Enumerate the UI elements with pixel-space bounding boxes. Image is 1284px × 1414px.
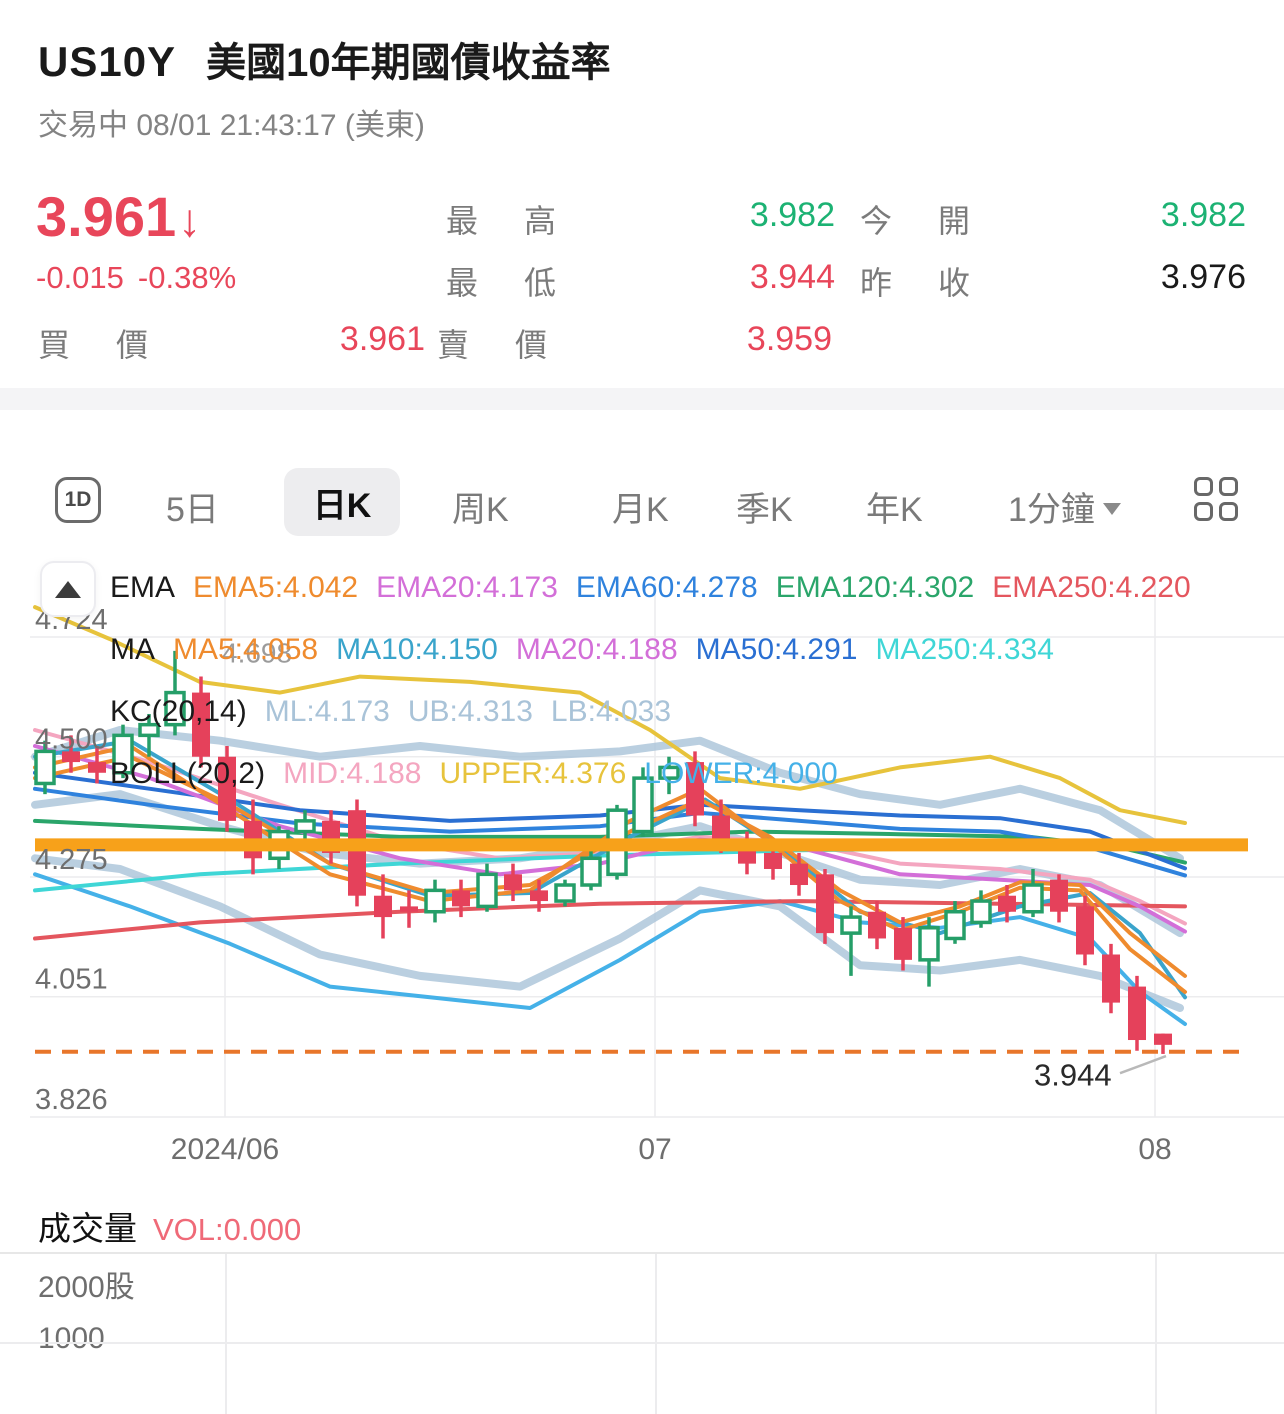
legend-item: MA20:4.188	[515, 633, 678, 666]
tab-monthly-k[interactable]: 月K	[612, 491, 669, 529]
trading-status: 交易中 08/01 21:43:17 (美東)	[38, 109, 425, 142]
legend-item: MA250:4.334	[875, 633, 1054, 666]
legend-item: LOWER:4.000	[644, 757, 838, 790]
svg-text:4.500: 4.500	[35, 724, 108, 756]
legend-item: EMA120:4.302	[775, 571, 975, 604]
legend-item: LB:4.033	[550, 695, 672, 728]
legend-item: MA50:4.291	[695, 633, 858, 666]
stat-value: 3.959	[746, 320, 832, 358]
tab-yearly-k[interactable]: 年K	[866, 491, 923, 529]
tab-daily-k[interactable]: 日K	[284, 468, 400, 536]
legend-item: MA5:4.058	[173, 633, 319, 666]
tab-5d[interactable]: 5日	[166, 491, 219, 529]
interval-label: 1分鐘	[1008, 491, 1095, 529]
svg-text:3.826: 3.826	[35, 1084, 108, 1116]
stat-value: 3.982	[1160, 196, 1246, 234]
grid-square	[1219, 502, 1238, 521]
stat-label: 昨收	[860, 265, 1017, 301]
change-percent: -0.38%	[137, 260, 237, 295]
grid-square	[1194, 477, 1213, 496]
last-price: 3.961↓	[36, 184, 201, 249]
legend-item: UB:4.313	[407, 695, 533, 728]
legend-item: UPPER:4.376	[439, 757, 627, 790]
interval-dropdown[interactable]: 1分鐘	[1008, 482, 1121, 531]
last-price-value: 3.961	[36, 185, 177, 248]
volume-title: 成交量	[38, 1210, 137, 1247]
grid-square	[1194, 502, 1213, 521]
stat-value: 3.976	[1160, 258, 1246, 296]
grid-square	[1219, 477, 1238, 496]
legend-item: MA10:4.150	[336, 633, 498, 666]
collapse-indicators-button[interactable]	[40, 561, 96, 617]
volume-header: 成交量 VOL:0.000	[38, 1202, 301, 1250]
legend-item: EMA250:4.220	[992, 571, 1191, 604]
legend-indicator-name: KC(20,14)	[110, 695, 247, 728]
volume-gridline	[0, 1342, 1284, 1344]
stat-value: 3.944	[749, 258, 835, 296]
stat-label: 買價	[38, 327, 195, 363]
volume-tick-label: 1000	[38, 1322, 105, 1355]
change-value: -0.015	[36, 260, 124, 295]
stat-value: 3.961	[339, 320, 425, 358]
section-divider	[0, 388, 1284, 410]
page-title: US10Y 美國10年期國債收益率	[38, 30, 611, 88]
legend-row-ema[interactable]: EMA EMA5:4.042 EMA20:4.173 EMA60:4.278 EMA12…	[110, 571, 1209, 605]
legend-item: EMA60:4.278	[575, 571, 758, 604]
legend-item: ML:4.173	[264, 695, 390, 728]
layout-grid-button[interactable]	[1194, 477, 1242, 525]
instrument-name: 美國10年期國債收益率	[206, 41, 611, 85]
tab-weekly-k[interactable]: 周K	[452, 491, 509, 529]
svg-text:07: 07	[638, 1133, 671, 1166]
legend-indicator-name: BOLL(20,2)	[110, 757, 266, 790]
legend-row-kc[interactable]: KC(20,14) ML:4.173 UB:4.313 LB:4.033	[110, 695, 689, 729]
volume-gridline	[655, 1254, 657, 1414]
volume-gridline	[1155, 1254, 1157, 1414]
symbol: US10Y	[38, 38, 177, 85]
legend-indicator-name: EMA	[110, 571, 176, 604]
range-1d-button[interactable]: 1D	[55, 477, 101, 523]
volume-gridline	[225, 1254, 227, 1414]
chevron-down-icon	[1102, 503, 1121, 515]
stat-label: 最高	[446, 203, 603, 239]
stat-label: 今開	[860, 203, 1017, 239]
stat-label: 賣價	[437, 327, 594, 363]
legend-row-ma[interactable]: MA MA5:4.058 MA10:4.150 MA20:4.188 MA50:4.29…	[110, 633, 1072, 667]
svg-text:4.275: 4.275	[35, 844, 108, 876]
price-down-arrow-icon: ↓	[178, 194, 202, 246]
stat-value: 3.982	[749, 196, 835, 234]
svg-text:4.051: 4.051	[35, 964, 108, 996]
price-change: -0.015 -0.38%	[36, 260, 236, 296]
svg-text:4.698: 4.698	[222, 638, 292, 669]
legend-item: MID:4.188	[283, 757, 422, 790]
legend-indicator-name: MA	[110, 633, 155, 666]
svg-text:08: 08	[1138, 1133, 1171, 1166]
chart-area[interactable]: 4.724 4.500 4.275 4.051 3.826 2024/06 07 08 4.69…	[0, 555, 1284, 1175]
stat-label: 最低	[446, 265, 603, 301]
legend-row-boll[interactable]: BOLL(20,2) MID:4.188 UPPER:4.376 LOWER:4.00…	[110, 757, 856, 791]
tab-quarterly-k[interactable]: 季K	[736, 491, 793, 529]
volume-value: VOL:0.000	[153, 1212, 302, 1247]
svg-text:3.944: 3.944	[1034, 1057, 1112, 1092]
svg-text:2024/06: 2024/06	[171, 1133, 279, 1166]
volume-tick-label: 2000股	[38, 1271, 135, 1304]
volume-pane[interactable]: 2000股 1000	[0, 1252, 1284, 1414]
legend-item: EMA20:4.173	[376, 571, 558, 604]
legend-item: EMA5:4.042	[193, 571, 359, 604]
triangle-up-icon	[55, 580, 81, 598]
